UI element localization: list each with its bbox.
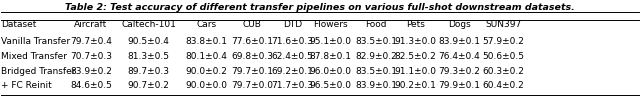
Text: Caltech-101: Caltech-101 [121, 20, 176, 29]
Text: 81.3±0.5: 81.3±0.5 [127, 52, 170, 61]
Text: 83.9±0.1: 83.9±0.1 [438, 37, 481, 46]
Text: 90.5±0.4: 90.5±0.4 [127, 37, 170, 46]
Text: 82.5±0.2: 82.5±0.2 [394, 52, 436, 61]
Text: 60.4±0.2: 60.4±0.2 [483, 81, 525, 90]
Text: 79.7±0.1: 79.7±0.1 [231, 67, 273, 76]
Text: 77.6±0.1: 77.6±0.1 [231, 37, 273, 46]
Text: Vanilla Transfer: Vanilla Transfer [1, 37, 70, 46]
Text: 80.1±0.4: 80.1±0.4 [186, 52, 228, 61]
Text: 83.9±0.2: 83.9±0.2 [70, 67, 112, 76]
Text: 96.5±0.0: 96.5±0.0 [309, 81, 351, 90]
Text: 76.4±0.4: 76.4±0.4 [438, 52, 481, 61]
Text: 50.6±0.5: 50.6±0.5 [483, 52, 525, 61]
Text: 71.7±0.3: 71.7±0.3 [271, 81, 314, 90]
Text: 91.1±0.0: 91.1±0.0 [394, 67, 436, 76]
Text: 71.6±0.3: 71.6±0.3 [271, 37, 314, 46]
Text: 60.3±0.2: 60.3±0.2 [483, 67, 525, 76]
Text: 83.9±0.1: 83.9±0.1 [355, 81, 397, 90]
Text: CUB: CUB [243, 20, 262, 29]
Text: 89.7±0.3: 89.7±0.3 [127, 67, 170, 76]
Text: Table 2: Test accuracy of different transfer pipelines on various full-shot down: Table 2: Test accuracy of different tran… [65, 3, 575, 12]
Text: Bridged Transfer: Bridged Transfer [1, 67, 75, 76]
Text: Mixed Transfer: Mixed Transfer [1, 52, 67, 61]
Text: 69.2±0.1: 69.2±0.1 [271, 67, 314, 76]
Text: 90.0±0.2: 90.0±0.2 [186, 67, 228, 76]
Text: 82.9±0.2: 82.9±0.2 [355, 52, 397, 61]
Text: 90.2±0.1: 90.2±0.1 [394, 81, 436, 90]
Text: DTD: DTD [283, 20, 302, 29]
Text: 79.7±0.0: 79.7±0.0 [231, 81, 273, 90]
Text: 83.5±0.1: 83.5±0.1 [355, 37, 397, 46]
Text: 79.9±0.1: 79.9±0.1 [438, 81, 481, 90]
Text: 69.8±0.3: 69.8±0.3 [231, 52, 273, 61]
Text: 90.0±0.0: 90.0±0.0 [186, 81, 228, 90]
Text: Aircraft: Aircraft [74, 20, 108, 29]
Text: + FC Reinit: + FC Reinit [1, 81, 51, 90]
Text: 84.6±0.5: 84.6±0.5 [70, 81, 112, 90]
Text: Pets: Pets [406, 20, 425, 29]
Text: 70.7±0.3: 70.7±0.3 [70, 52, 112, 61]
Text: 90.7±0.2: 90.7±0.2 [127, 81, 170, 90]
Text: 79.3±0.2: 79.3±0.2 [438, 67, 481, 76]
Text: 96.0±0.0: 96.0±0.0 [309, 67, 351, 76]
Text: 62.4±0.5: 62.4±0.5 [271, 52, 314, 61]
Text: 91.3±0.0: 91.3±0.0 [394, 37, 436, 46]
Text: Dataset: Dataset [1, 20, 36, 29]
Text: 87.8±0.1: 87.8±0.1 [309, 52, 351, 61]
Text: 79.7±0.4: 79.7±0.4 [70, 37, 112, 46]
Text: Food: Food [365, 20, 387, 29]
Text: Flowers: Flowers [313, 20, 348, 29]
Text: Cars: Cars [196, 20, 217, 29]
Text: Dogs: Dogs [448, 20, 471, 29]
Text: 83.8±0.1: 83.8±0.1 [186, 37, 228, 46]
Text: 95.1±0.0: 95.1±0.0 [309, 37, 351, 46]
Text: 83.5±0.1: 83.5±0.1 [355, 67, 397, 76]
Text: 57.9±0.2: 57.9±0.2 [483, 37, 525, 46]
Text: SUN397: SUN397 [486, 20, 522, 29]
